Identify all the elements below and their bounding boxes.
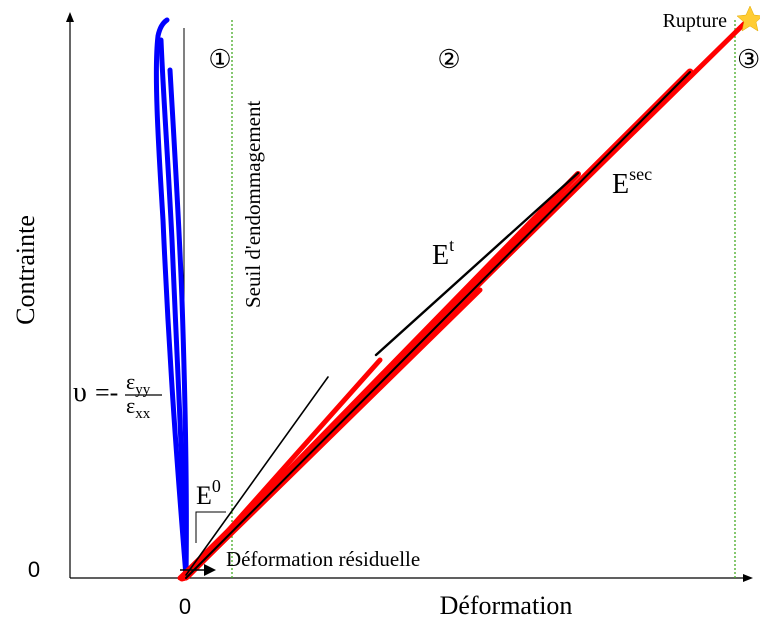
e0-slope-marker — [195, 511, 226, 543]
et-sup: t — [449, 235, 454, 255]
esec-sup: sec — [629, 164, 652, 184]
lateral-strain-curve — [153, 17, 189, 579]
damage-threshold-label: Seuil d'endommagement — [241, 101, 265, 308]
y-origin-label: 0 — [28, 557, 40, 582]
x-axis-arrow-icon — [743, 574, 753, 582]
poisson-numerator: εyy — [126, 369, 151, 398]
x-origin-label: 0 — [179, 594, 191, 619]
poisson-equals: =- — [95, 378, 118, 407]
poisson-symbol: υ — [73, 377, 87, 408]
e0-sup: 0 — [212, 476, 221, 496]
et-label: Et — [432, 235, 454, 271]
secant-esec-line — [185, 71, 691, 579]
rupture-label: Rupture — [663, 10, 728, 32]
y-axis-label: Contrainte — [11, 215, 40, 325]
e0-base: E — [196, 481, 212, 510]
zone-1-label: ① — [208, 45, 231, 74]
et-base: E — [432, 240, 449, 271]
poisson-formula: υ =- εyy εxx — [73, 369, 162, 422]
esec-label: Esec — [612, 164, 652, 200]
residual-strain-label: Déformation résiduelle — [226, 547, 420, 571]
tangent-e0-line — [185, 376, 329, 576]
tangent-et-line — [374, 171, 580, 357]
x-axis-label: Déformation — [440, 591, 573, 620]
zone-2-label: ② — [437, 45, 460, 74]
rupture-star-icon — [736, 5, 760, 32]
zone-3-label: ③ — [737, 45, 760, 74]
e0-label: E0 — [196, 476, 221, 510]
modulus-lines — [185, 71, 691, 579]
y-axis-arrow-icon — [66, 12, 74, 22]
poisson-denominator: εxx — [126, 393, 151, 422]
esec-base: E — [612, 169, 629, 200]
